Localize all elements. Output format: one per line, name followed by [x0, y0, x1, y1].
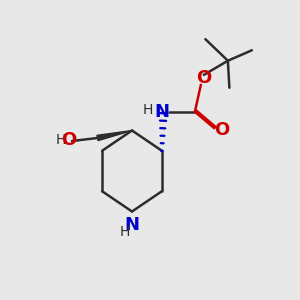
Polygon shape — [97, 130, 132, 141]
Text: H: H — [142, 103, 153, 117]
Text: O: O — [214, 121, 229, 139]
Text: H: H — [56, 133, 66, 146]
Text: N: N — [154, 103, 169, 121]
Text: O: O — [196, 69, 211, 87]
Text: N: N — [124, 216, 140, 234]
Text: H: H — [119, 225, 130, 238]
Text: O: O — [61, 130, 76, 148]
